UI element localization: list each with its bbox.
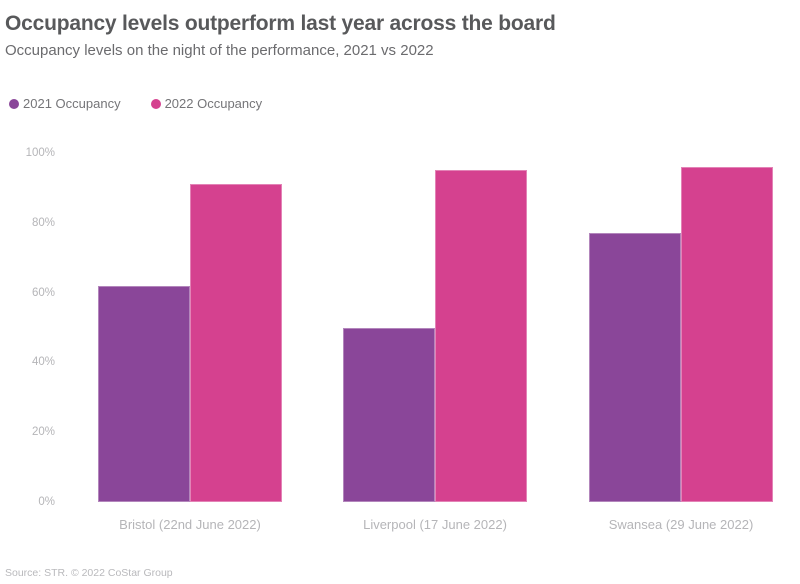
- plot-area: 0% 20% 40% 60% 80% 100% Bristol (22nd June 202…: [0, 147, 800, 532]
- legend-item-2022: 2022 Occupancy: [150, 96, 263, 111]
- legend-dot-2022-icon: [150, 98, 161, 109]
- legend: 2021 Occupancy 2022 Occupancy: [9, 96, 262, 111]
- bar-2022-liverpool: [435, 170, 527, 502]
- y-tick-label: 0%: [38, 496, 55, 508]
- source-note: Source: STR. © 2022 CoStar Group: [5, 567, 173, 579]
- y-tick-label: 80%: [31, 216, 55, 229]
- y-tick-label: 60%: [31, 286, 55, 299]
- bar-2021-swansea: [589, 233, 681, 502]
- y-tick-label: 40%: [31, 356, 55, 369]
- x-axis-label-liverpool: Liverpool (17 June 2022): [363, 517, 507, 532]
- legend-item-2021: 2021 Occupancy: [9, 96, 121, 111]
- y-tick-label: 100%: [25, 147, 55, 159]
- bar-2022-bristol: [190, 184, 282, 502]
- x-axis-label-swansea: Swansea (29 June 2022): [608, 517, 754, 532]
- legend-dot-2021-icon: [9, 98, 19, 109]
- x-axis-label-bristol: Bristol (22nd June 2022): [119, 517, 261, 532]
- bar-2021-liverpool: [343, 327, 435, 502]
- y-tick-label: 20%: [31, 426, 55, 439]
- chart-subtitle: Occupancy levels on the night of the per…: [5, 42, 434, 59]
- legend-label-2022: 2022 Occupancy: [164, 96, 263, 111]
- legend-label-2021: 2021 Occupancy: [23, 96, 121, 111]
- bar-2022-swansea: [681, 166, 773, 502]
- bar-2021-bristol: [98, 285, 190, 502]
- chart-title: Occupancy levels outperform last year ac…: [5, 12, 556, 35]
